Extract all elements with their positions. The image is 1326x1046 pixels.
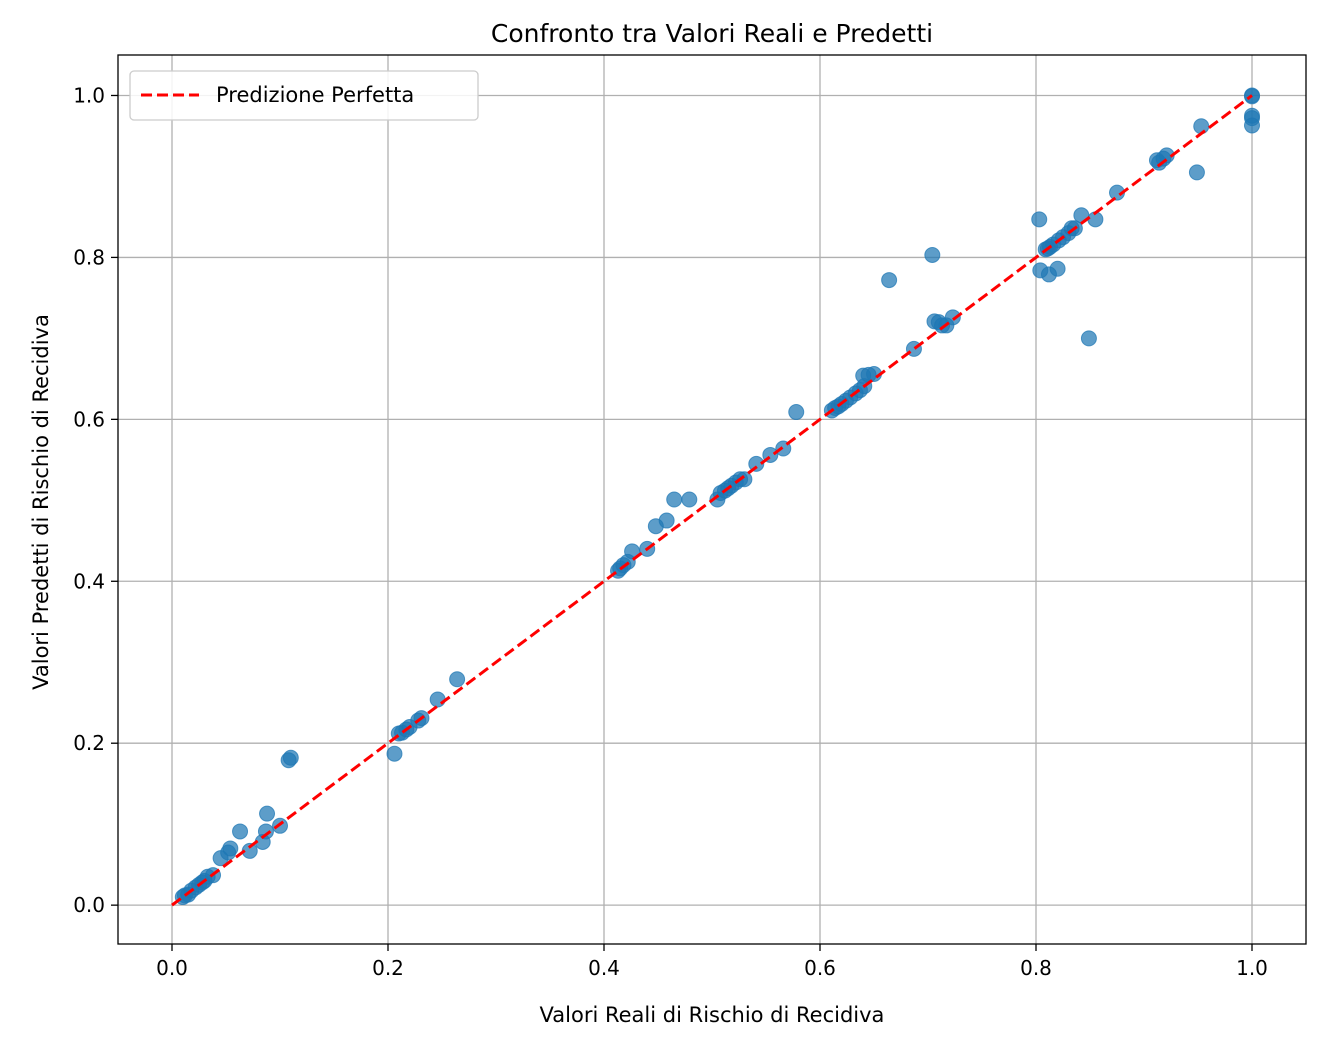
data-point: [257, 823, 274, 840]
data-point: [944, 309, 961, 326]
data-point: [232, 823, 249, 840]
y-axis-label: Valori Predetti di Rischio di Recidiva: [29, 314, 53, 690]
data-point: [681, 491, 698, 508]
legend: Predizione Perfetta: [129, 70, 479, 121]
x-tick-label: 0.0: [156, 956, 188, 980]
x-tick-label: 0.6: [804, 956, 836, 980]
axis-ticks: 0.0 0.2 0.4 0.6 0.8 1.0 0.0 0.2 0.4 0.6 0.8 1.0: [73, 83, 1268, 980]
y-tick-label: 0.6: [73, 407, 105, 431]
data-point: [788, 404, 805, 421]
y-tick-label: 1.0: [73, 83, 105, 107]
data-point: [259, 805, 276, 822]
plot-frame: [117, 54, 1307, 945]
y-tick-label: 0.4: [73, 569, 105, 593]
chart-title: Confronto tra Valori Reali e Predetti: [491, 19, 933, 48]
x-tick-label: 0.2: [372, 956, 404, 980]
data-point: [1080, 330, 1097, 347]
x-tick-label: 0.8: [1020, 956, 1052, 980]
data-point: [1188, 164, 1205, 181]
y-tick-label: 0.8: [73, 245, 105, 269]
data-point: [282, 749, 299, 766]
data-point: [736, 471, 753, 488]
data-point: [222, 840, 239, 857]
data-point: [1049, 260, 1066, 277]
data-point: [449, 671, 466, 688]
data-point: [881, 272, 898, 289]
data-point: [1031, 211, 1048, 228]
data-point: [386, 745, 403, 762]
x-tick-label: 1.0: [1236, 956, 1268, 980]
legend-box: [129, 70, 479, 121]
data-point: [429, 691, 446, 708]
x-axis-label: Valori Reali di Rischio di Recidiva: [540, 1003, 885, 1027]
reference-line-group: [171, 94, 1253, 907]
y-tick-label: 0.2: [73, 731, 105, 755]
data-point: [924, 246, 941, 263]
data-point: [1193, 118, 1210, 135]
legend-label: Predizione Perfetta: [216, 83, 414, 107]
data-point: [1244, 117, 1260, 134]
x-tick-label: 0.4: [588, 956, 620, 980]
perfect-prediction-line: [171, 94, 1253, 907]
y-tick-label: 0.0: [73, 893, 105, 917]
data-point: [748, 455, 765, 472]
data-point: [666, 491, 683, 508]
data-point: [658, 512, 675, 529]
